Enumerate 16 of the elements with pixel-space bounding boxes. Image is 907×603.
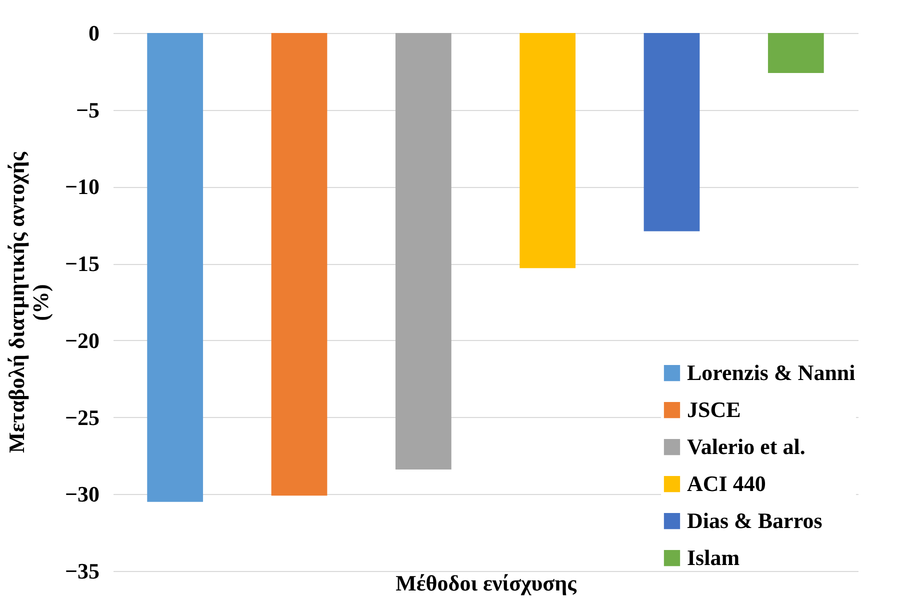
legend-label: ACI 440 (687, 471, 766, 496)
y-tick-label: −30 (64, 482, 100, 507)
y-tick-label: −15 (64, 251, 100, 276)
y-tick-label: −35 (64, 558, 100, 584)
y-tick-label: −10 (64, 174, 100, 200)
legend-label: Dias & Barros (687, 508, 823, 533)
legend-label: Lorenzis & Nanni (687, 360, 856, 385)
y-tick-label: 0 (88, 20, 100, 46)
y-tick-label: −25 (64, 404, 100, 430)
y-tick-label: −20 (64, 328, 100, 353)
legend-label: Valerio et al. (687, 434, 806, 459)
x-axis-title: Μέθοδοι ενίσχυσης (396, 570, 578, 596)
y-tick-label: −5 (76, 97, 100, 122)
legend-label: JSCE (687, 397, 741, 422)
legend-label: Islam (687, 545, 740, 570)
y-axis-title: Μεταβολή διατμητικής αντοχής (%) (4, 151, 53, 453)
